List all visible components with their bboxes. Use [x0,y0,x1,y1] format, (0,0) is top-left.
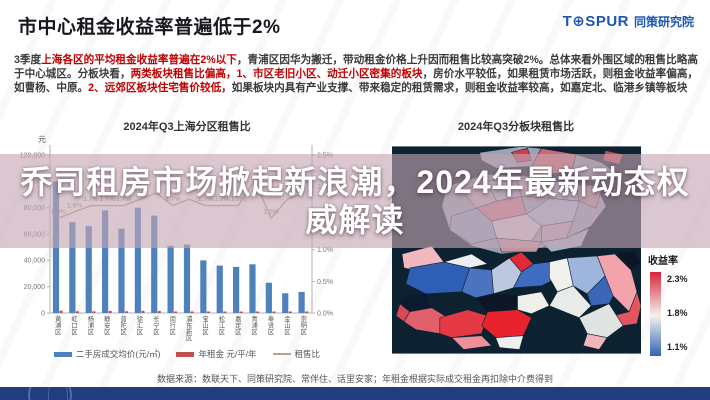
svg-text:虹口区: 虹口区 [71,314,78,336]
summary-highlight: 两类板块租售比偏高，1、市区老旧小区、动迁小区密集的板块 [130,67,423,80]
svg-text:金山区: 金山区 [284,314,291,336]
svg-text:20,000: 20,000 [24,284,46,291]
globe-icon [28,387,72,400]
combo-chart-legend: 二手房成交均价(元/㎡) 年租金 元/平/年 租售比 [14,348,360,360]
map-legend-mid: 1.8% [667,308,688,318]
map-legend-min: 1.1% [667,342,688,352]
headline-overlay: 乔司租房市场掀起新浪潮，2024年最新动态权 威解读 [0,154,710,248]
svg-text:0.0%: 0.0% [317,310,333,317]
svg-text:闵行区: 闵行区 [170,314,177,336]
svg-text:徐汇区: 徐汇区 [137,314,144,336]
legend-label-ratio: 租售比 [294,349,321,359]
tospur-logo-brand: T⊕SPUR [562,13,629,30]
price-bar-swatch [53,351,72,357]
rent-bar-swatch [176,351,195,357]
summary-paragraph: 3季度上海各区的平均租金收益率普遍在2%以下，青浦区因华为搬迁，带动租金价格上升… [14,53,698,96]
svg-text:静安区: 静安区 [104,314,111,336]
svg-text:普陀区: 普陀区 [121,314,127,336]
svg-text:黄浦区: 黄浦区 [55,314,62,336]
headline-line1: 乔司租房市场掀起新浪潮，2024年最新动态权 [20,164,690,200]
summary-highlight: 2、远郊区板块住宅售价较低， [88,82,232,94]
svg-text:1.0%: 1.0% [317,247,333,254]
ratio-line-swatch [272,353,291,355]
map-legend-title: 收益率 [648,256,678,267]
svg-text:浦东新区: 浦东新区 [186,314,193,342]
summary-text: ，房价水平较低，如果租赁市场活跃，则租金收益率偏高，如曹杨、中原。 [14,67,699,94]
svg-text:青浦区: 青浦区 [252,314,259,336]
summary-text: ，青浦区因华为搬迁，带动租金价格上升因而租售比较高突破2%。总体来看外围区域的租… [14,53,698,80]
summary-highlight: 上海各区的平均租金收益率普遍在2%以下 [41,53,237,66]
right-chart-title: 2024年Q3分板块租售比 [457,121,575,133]
legend-item-rent: 年租金 元/平/年 [176,348,257,360]
svg-text:长宁区: 长宁区 [153,314,160,336]
svg-text:杨浦区: 杨浦区 [88,314,95,336]
left-chart-title: 2024年Q3上海分区租售比 [123,121,251,133]
map-legend-gradient [650,272,661,356]
svg-text:40,000: 40,000 [24,258,46,265]
svg-text:奉贤区: 奉贤区 [268,314,275,336]
svg-text:嘉定区: 嘉定区 [235,314,242,336]
summary-text: 如果板块内具有产业支撑、带来稳定的租赁需求，则租金收益率较高，如嘉定北、临港乡镇… [231,82,688,94]
map-legend: 收益率 2.3% 1.8% 1.1% [648,252,706,356]
svg-text:松江区: 松江区 [219,314,226,336]
summary-text: 3季度 [14,53,42,66]
svg-text:0.5%: 0.5% [317,279,333,286]
svg-text:元: 元 [38,135,46,144]
source-note: 数据来源：数联天下、同策研究院、常伴住、话里安家；年租金根据实际成交租金再扣除中… [156,374,553,384]
legend-label-rent: 年租金 元/平/年 [198,349,257,359]
legend-label-price: 二手房成交均价(元/㎡) [75,349,161,359]
legend-item-price: 二手房成交均价(元/㎡) [53,348,161,360]
tospur-logo: T⊕SPUR 同策研究院 [563,12,694,30]
headline-line2: 威解读 [305,202,405,238]
bottom-brand-strip [0,387,710,400]
tospur-logo-org: 同策研究院 [633,15,694,29]
svg-text:崇明区: 崇明区 [301,315,307,336]
legend-item-ratio: 租售比 [272,348,321,360]
svg-text:0: 0 [41,310,45,317]
map-legend-max: 2.3% [667,274,688,284]
svg-text:宝山区: 宝山区 [202,314,208,336]
page-title: 市中心租金收益率普遍低于2% [18,17,281,38]
